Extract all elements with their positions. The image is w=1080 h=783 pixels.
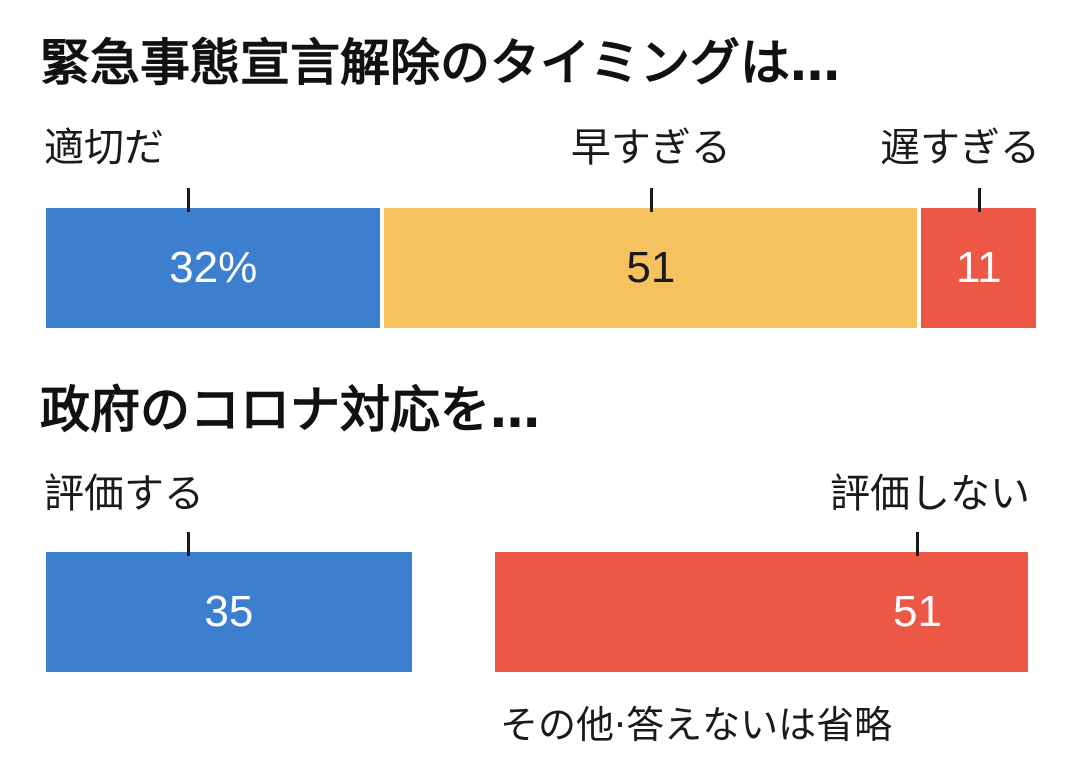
bar-segment-1: 51 — [495, 552, 1028, 672]
chart2-title: 政府のコロナ対応を… — [40, 381, 540, 439]
label-tick — [977, 188, 981, 212]
label-tick — [187, 188, 190, 212]
bar-value-label: 32% — [169, 243, 258, 292]
bar-value-label: 11 — [955, 243, 1002, 292]
category-label: 評価する — [44, 471, 204, 517]
bar-segment-0: 35 — [46, 552, 412, 672]
label-tick — [187, 532, 190, 556]
chart1-title: 緊急事態宣言解除のタイミングは… — [40, 34, 840, 92]
bar-segment-0: 32% — [46, 208, 381, 328]
bar-value-label: 35 — [204, 587, 254, 636]
label-tick — [649, 188, 653, 212]
category-label: 適切だ — [44, 125, 164, 171]
category-label: 早すぎる — [570, 125, 731, 171]
category-label: 評価しない — [830, 471, 1030, 517]
bar-segment-2: 11 — [921, 208, 1037, 328]
omitted-note: その他·答えないは省略 — [500, 703, 893, 747]
bar-value-label: 51 — [626, 243, 676, 292]
bar-value-label: 51 — [893, 587, 942, 636]
category-label: 遅すぎる — [880, 125, 1040, 171]
label-tick — [916, 532, 919, 556]
bar-segment-1: 51 — [384, 208, 918, 328]
